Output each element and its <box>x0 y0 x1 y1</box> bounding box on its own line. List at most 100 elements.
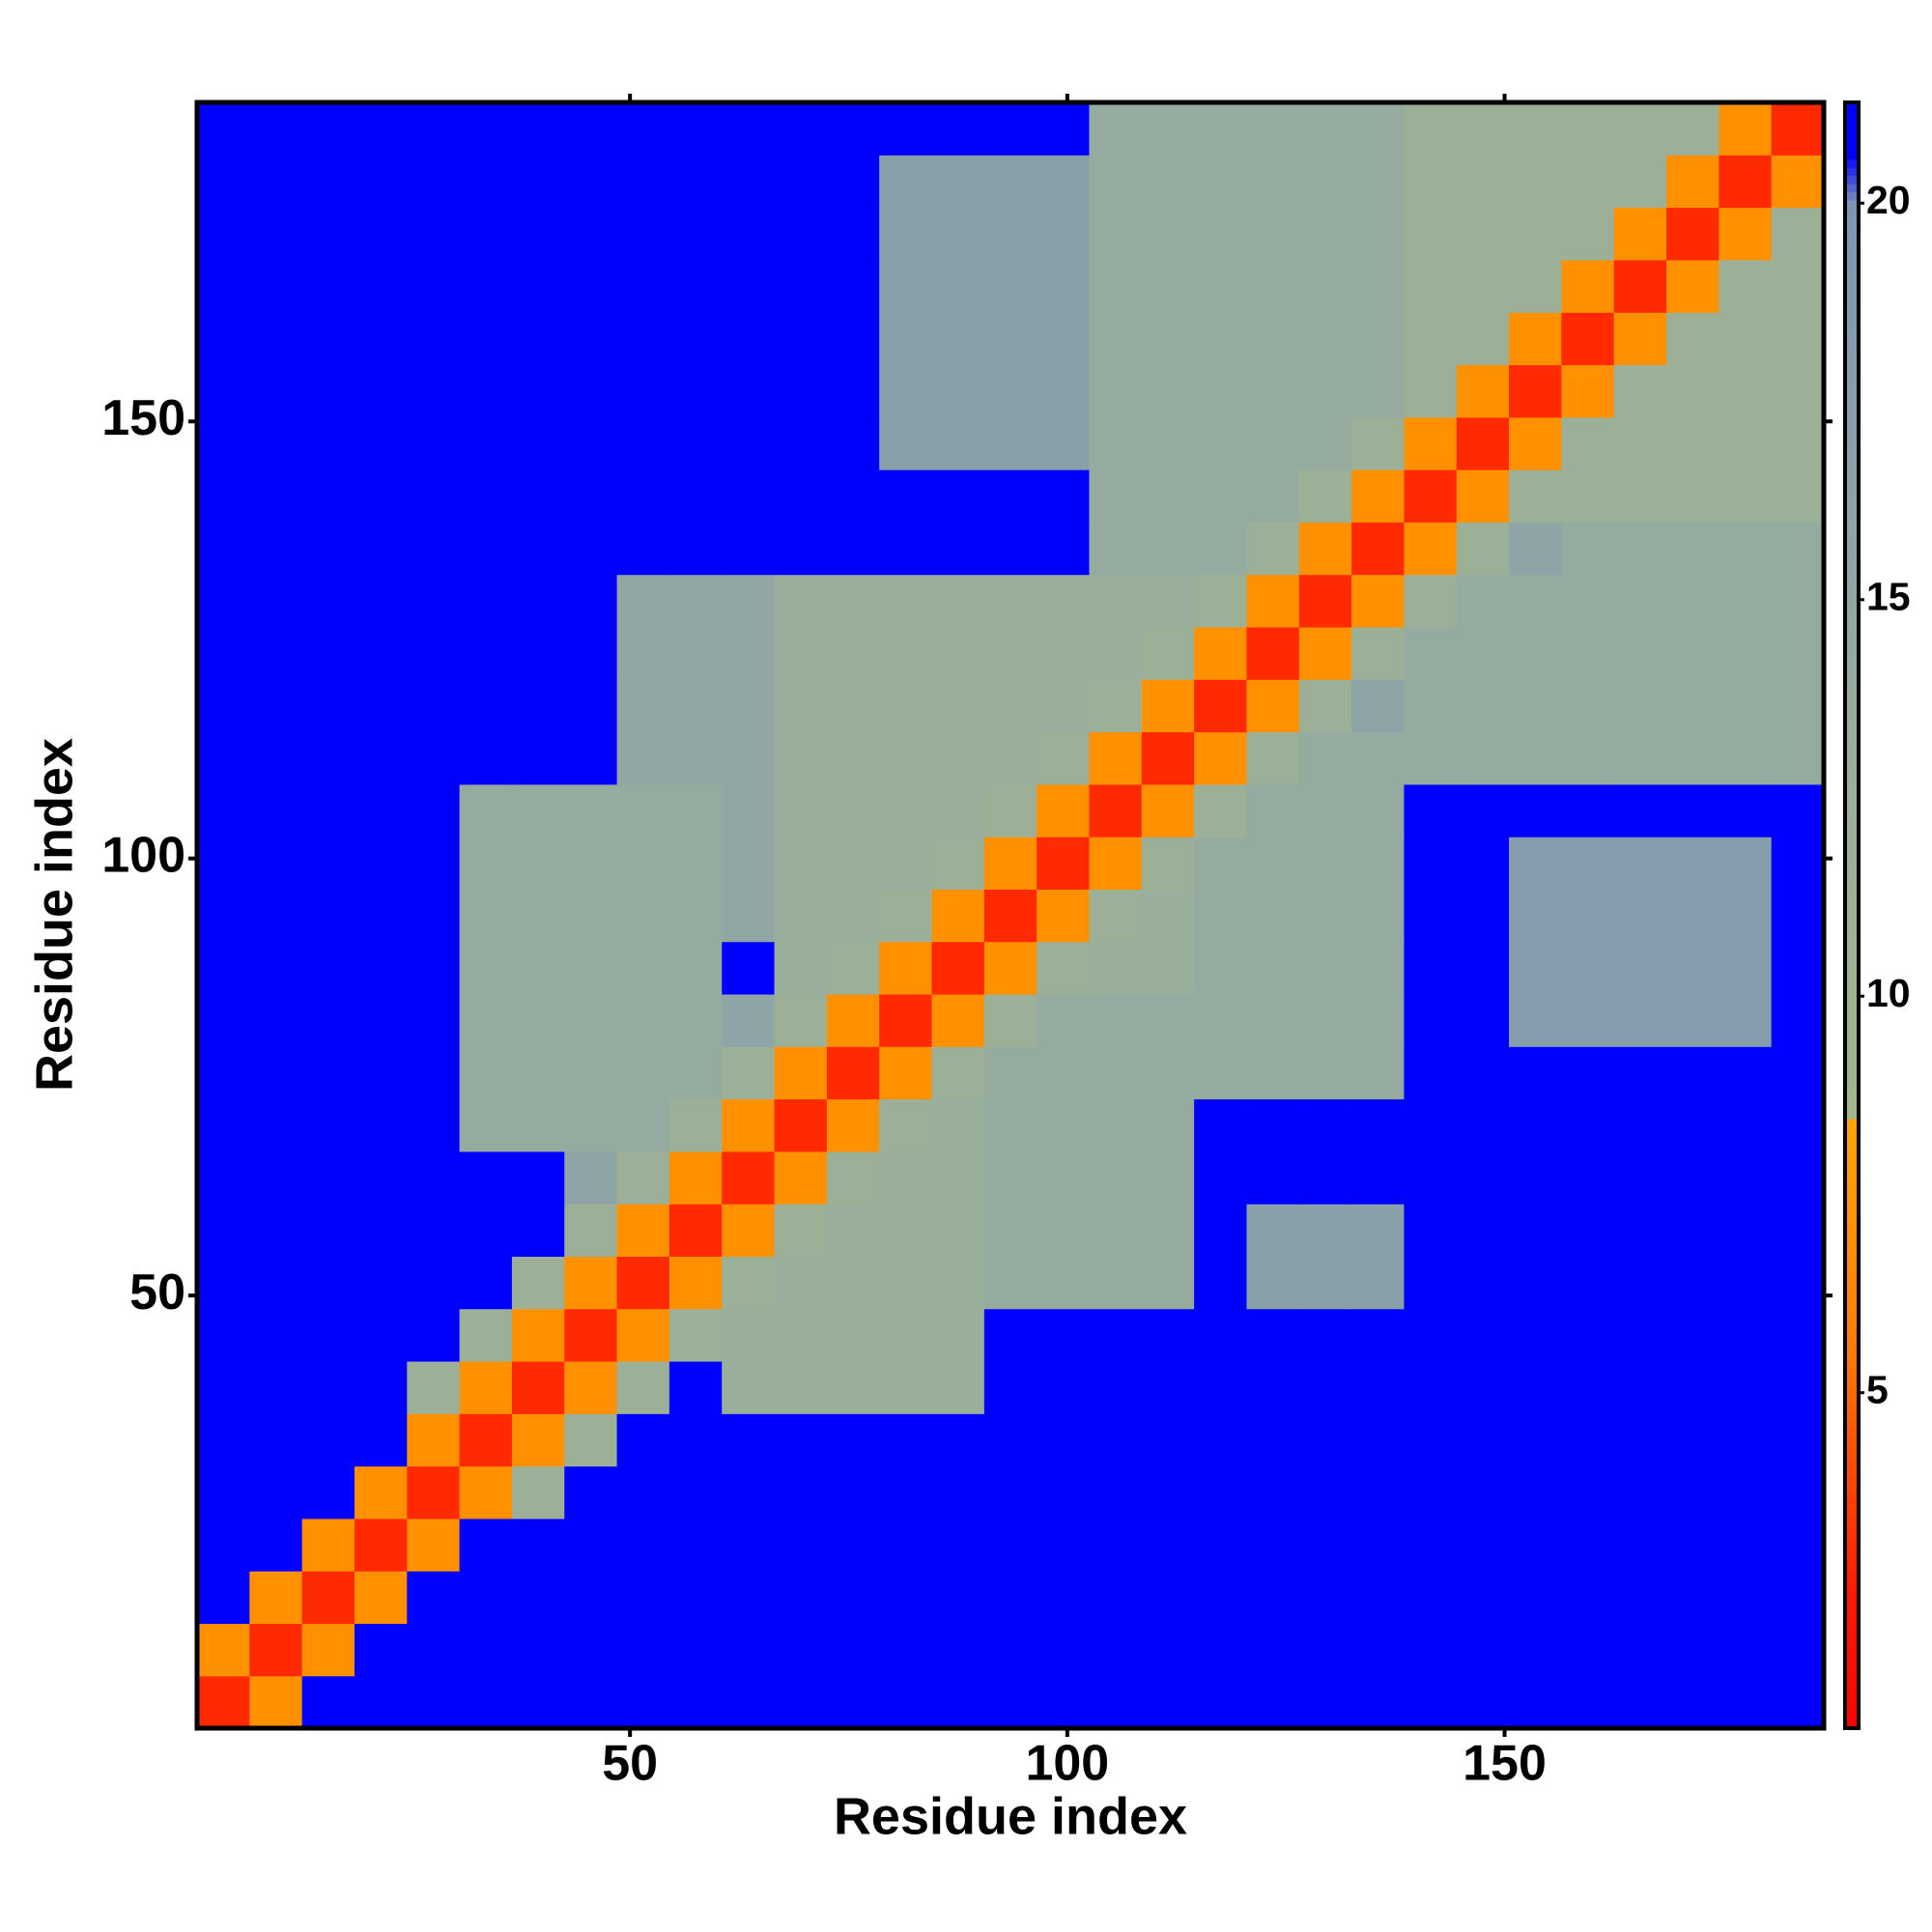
colorbar-swatch <box>1845 939 1859 949</box>
heatmap-cell <box>1037 993 1091 1047</box>
heatmap-cell <box>1561 574 1615 628</box>
heatmap-cell <box>1719 1308 1773 1362</box>
heatmap-cell <box>826 1308 880 1362</box>
heatmap-cell <box>668 1308 723 1362</box>
heatmap-cell <box>1613 1571 1667 1625</box>
colorbar-swatch <box>1845 127 1859 136</box>
colorbar-swatch <box>1845 1451 1859 1461</box>
heatmap-cell <box>249 259 303 313</box>
heatmap-cell <box>826 889 880 943</box>
heatmap-cell <box>1613 941 1667 995</box>
heatmap-cell <box>722 364 776 418</box>
heatmap-cell <box>511 1046 565 1100</box>
heatmap-cell <box>564 1518 618 1572</box>
colorbar-swatch <box>1845 687 1859 696</box>
heatmap-cell <box>407 259 461 313</box>
heatmap-cell <box>1141 626 1195 680</box>
heatmap-cell <box>1613 1413 1667 1467</box>
heatmap-cell <box>249 1465 303 1520</box>
heatmap-cell <box>1456 679 1510 733</box>
heatmap-cell <box>826 259 880 313</box>
heatmap-cell <box>826 522 880 576</box>
heatmap-cell <box>1771 1675 1825 1729</box>
heatmap-cell <box>301 1465 355 1520</box>
colorbar-swatch <box>1845 224 1859 234</box>
heatmap-cell <box>407 1413 461 1467</box>
heatmap-cell <box>1089 1308 1143 1362</box>
colorbar-swatch <box>1845 948 1859 957</box>
heatmap-cell <box>774 574 828 628</box>
heatmap-cell <box>722 1465 776 1520</box>
heatmap-cell <box>1037 416 1091 470</box>
heatmap-cell <box>1194 207 1248 261</box>
heatmap-cell <box>1194 1151 1248 1205</box>
colorbar-swatch <box>1845 1533 1859 1542</box>
colorbar-swatch <box>1845 322 1859 331</box>
heatmap-cell <box>1351 1046 1406 1100</box>
heatmap-cell <box>249 941 303 995</box>
colorbar-swatch <box>1845 1574 1859 1583</box>
colorbar-swatch <box>1845 931 1859 941</box>
heatmap-cell <box>1351 364 1406 418</box>
heatmap-cell <box>1456 1360 1510 1414</box>
heatmap-cell <box>1089 1151 1143 1205</box>
colorbar-swatch <box>1845 1281 1859 1291</box>
heatmap-cell <box>1141 1465 1195 1520</box>
heatmap-cell <box>1456 1623 1510 1677</box>
heatmap-cell <box>249 1098 303 1152</box>
heatmap-cell <box>668 207 723 261</box>
heatmap-cell <box>1298 102 1352 156</box>
heatmap-cell <box>1771 679 1825 733</box>
heatmap-cell <box>354 574 408 628</box>
heatmap-cell <box>354 469 408 523</box>
heatmap-cell <box>668 993 723 1047</box>
heatmap-cell <box>1404 993 1458 1047</box>
colorbar-swatch <box>1845 996 1859 1006</box>
heatmap-cell <box>931 1308 985 1362</box>
heatmap-cell <box>1298 1360 1352 1414</box>
heatmap-cell <box>1246 837 1300 890</box>
y-tick-label: 100 <box>101 827 185 883</box>
heatmap-cell <box>983 155 1037 209</box>
heatmap-cell <box>511 1098 565 1152</box>
heatmap-cell <box>1666 312 1719 366</box>
colorbar-swatch <box>1845 777 1859 786</box>
heatmap-cell <box>826 469 880 523</box>
colorbar-swatch <box>1845 1289 1859 1298</box>
heatmap-cell <box>564 102 618 156</box>
heatmap-cell <box>1404 626 1458 680</box>
colorbar-swatch <box>1845 1492 1859 1501</box>
colorbar-swatch <box>1845 963 1859 973</box>
heatmap-cell <box>1141 1151 1195 1205</box>
x-tick-label: 50 <box>602 1736 658 1792</box>
heatmap-cell <box>983 1571 1037 1625</box>
heatmap-cell <box>774 1046 828 1100</box>
heatmap-cell <box>1246 1465 1300 1520</box>
x-axis-label: Residue index <box>834 1787 1187 1845</box>
heatmap-cell <box>1613 1465 1667 1520</box>
heatmap-cell <box>1141 889 1195 943</box>
heatmap-cell <box>564 469 618 523</box>
colorbar-swatch <box>1845 972 1859 981</box>
heatmap-cell <box>616 1465 670 1520</box>
heatmap-cell <box>774 312 828 366</box>
colorbar-swatch <box>1845 362 1859 372</box>
colorbar-swatch <box>1845 1541 1859 1550</box>
heatmap-cell <box>407 731 461 785</box>
heatmap-cell <box>1509 1571 1562 1625</box>
heatmap-cell <box>1194 522 1248 576</box>
heatmap-cell <box>511 1151 565 1205</box>
colorbar-swatch <box>1845 614 1859 624</box>
heatmap-cell <box>301 312 355 366</box>
colorbar-swatch <box>1845 265 1859 274</box>
heatmap-cell <box>1719 1256 1773 1310</box>
heatmap-cell <box>1351 1465 1406 1520</box>
heatmap-cell <box>774 1518 828 1572</box>
heatmap-cell <box>1509 731 1562 785</box>
colorbar-swatch <box>1845 720 1859 729</box>
heatmap-cell <box>1141 364 1195 418</box>
heatmap-cell <box>1141 993 1195 1047</box>
colorbar-swatch <box>1845 1329 1859 1339</box>
heatmap-cell <box>197 837 250 890</box>
heatmap-cell <box>1194 993 1248 1047</box>
